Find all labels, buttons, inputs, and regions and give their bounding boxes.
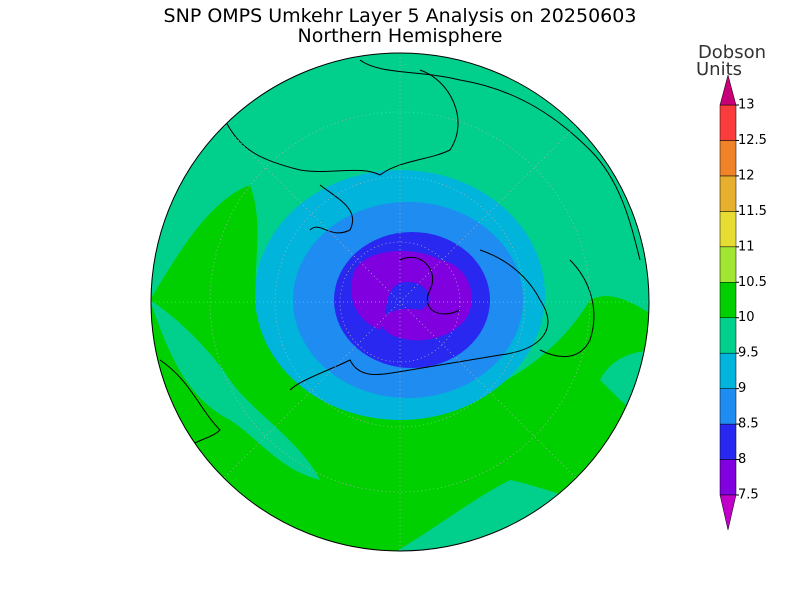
colorbar-segment xyxy=(719,246,737,283)
coastlines xyxy=(159,59,641,456)
colorbar: 7.5 8 8.5 9 9.5 10 10.5 11 11.5 12 12.5 13 xyxy=(719,74,767,531)
map-boundary xyxy=(150,52,650,552)
colorbar-segment xyxy=(719,211,737,248)
colorbar-tick-label: 11.5 xyxy=(738,204,767,219)
subtitle: Northern Hemisphere xyxy=(298,25,503,47)
field-region xyxy=(351,250,472,341)
colorbar-segment xyxy=(719,352,737,389)
field-region xyxy=(151,300,320,480)
title: SNP OMPS Umkehr Layer 5 Analysis on 2025… xyxy=(164,5,637,27)
colorbar-tick-label: 9 xyxy=(738,381,746,396)
colorbar-tick-label: 10 xyxy=(738,310,755,325)
units-label: Units xyxy=(696,59,742,80)
units-label: Dobson xyxy=(698,42,766,63)
colorbar-tick-label: 8.5 xyxy=(738,417,759,432)
colorbar-tick-label: 10.5 xyxy=(738,275,767,290)
colorbar-tick-label: 8 xyxy=(738,452,746,467)
colorbar-tick-label: 12 xyxy=(738,168,755,183)
colorbar-tick-label: 7.5 xyxy=(738,488,759,503)
colorbar-tick-label: 13 xyxy=(738,98,755,113)
colorbar-segment xyxy=(719,104,737,141)
colorbar-tick-label: 9.5 xyxy=(738,346,759,361)
colorbar-segment xyxy=(719,459,737,496)
colorbar-segment xyxy=(719,175,737,212)
colorbar-tick-label: 11 xyxy=(738,239,755,254)
colorbar-segment xyxy=(719,388,737,425)
colorbar-segment xyxy=(719,282,737,318)
colorbar-tick-label: 12.5 xyxy=(738,133,767,148)
graticule xyxy=(151,53,649,551)
colorbar-under xyxy=(719,494,737,531)
colorbar-segment xyxy=(719,140,737,177)
colorbar-over xyxy=(719,74,737,106)
colorbar-segment xyxy=(719,423,737,460)
field-region xyxy=(151,185,649,551)
polar-map xyxy=(151,53,649,551)
colorbar-segment xyxy=(719,317,737,354)
